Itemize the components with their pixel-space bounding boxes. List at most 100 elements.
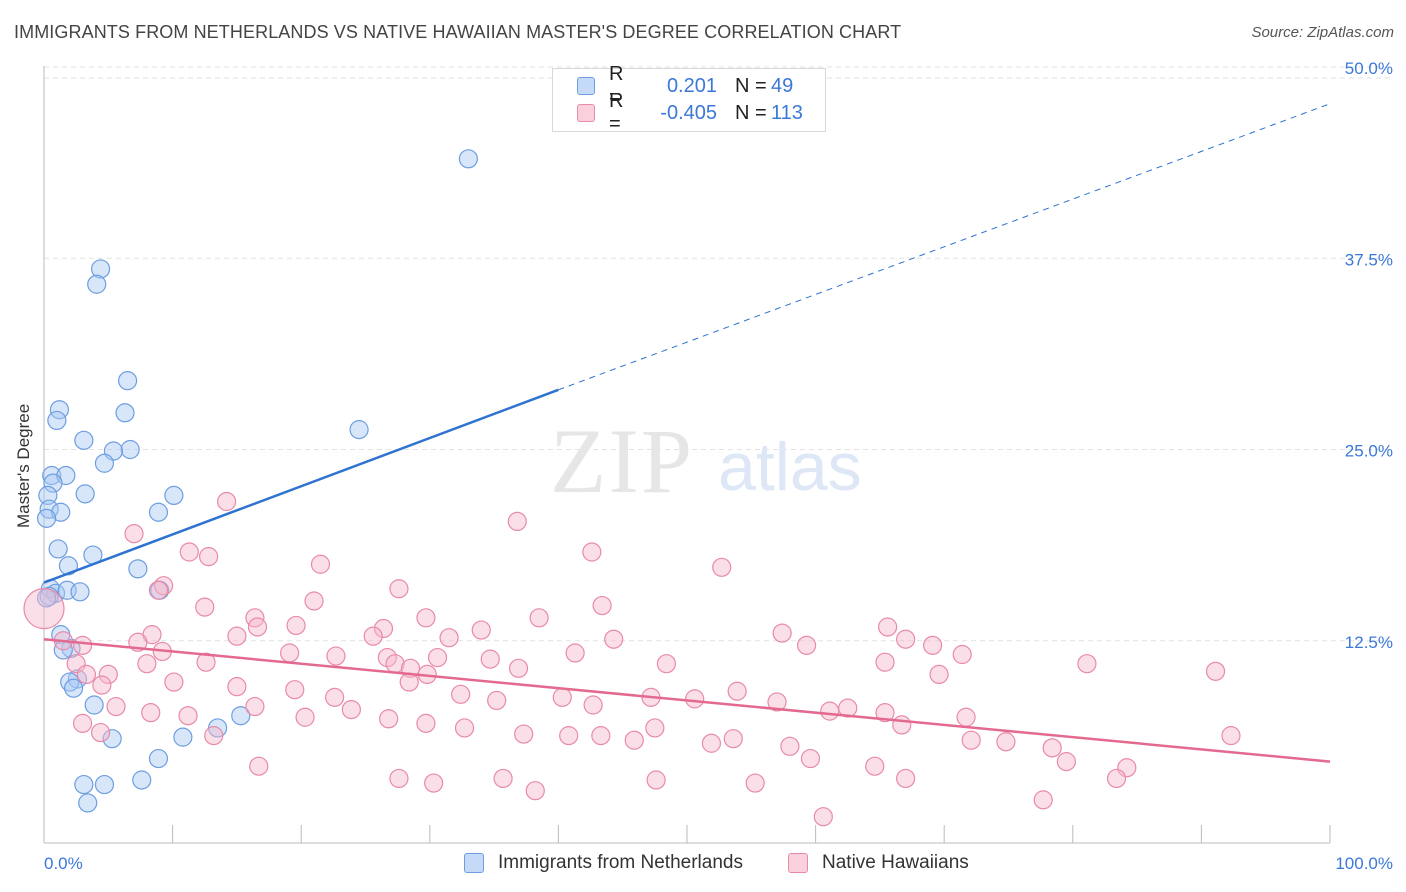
point-netherlands-19: [51, 502, 71, 522]
point-native-hawaiians-57: [92, 675, 112, 695]
point-native-hawaiians-96: [996, 732, 1016, 752]
point-native-hawaiians-101: [72, 713, 93, 733]
stats-row-native-hawaiians: R = -0.405 N = 113: [577, 90, 803, 135]
point-netherlands-31: [70, 582, 90, 602]
point-native-hawaiians-79: [245, 696, 265, 717]
legend-item-native-hawaiians[interactable]: Native Hawaiians: [788, 852, 969, 874]
point-native-hawaiians-90: [701, 733, 722, 753]
point-native-hawaiians-49: [196, 652, 216, 672]
point-native-hawaiians-30: [896, 629, 916, 649]
point-native-hawaiians-66: [583, 695, 603, 715]
y-tick-label-3: 50.0%: [1345, 59, 1393, 78]
point-native-hawaiians-104: [249, 756, 269, 776]
point-native-hawaiians-17: [529, 608, 549, 628]
point-native-hawaiians-60: [285, 680, 305, 700]
point-native-hawaiians-33: [72, 635, 93, 655]
point-netherlands-21: [36, 508, 57, 528]
point-native-hawaiians-109: [646, 770, 666, 790]
point-netherlands-45: [132, 770, 152, 790]
r-label: R =: [609, 90, 624, 135]
point-native-hawaiians-6: [199, 546, 219, 567]
point-netherlands-20: [148, 502, 169, 522]
point-native-hawaiians-106: [424, 773, 444, 793]
series-legend: Immigrants from Netherlands Native Hawai…: [0, 852, 1406, 878]
point-native-hawaiians-95: [961, 730, 981, 750]
point-native-hawaiians-27: [439, 628, 459, 648]
point-native-hawaiians-1: [217, 491, 237, 512]
point-native-hawaiians-64: [487, 690, 507, 711]
point-native-hawaiians-4: [582, 542, 602, 562]
point-netherlands-16: [164, 485, 184, 505]
swatch-netherlands: [577, 77, 595, 95]
point-native-hawaiians-47: [98, 664, 118, 685]
point-native-hawaiians-3: [124, 524, 144, 544]
point-native-hawaiians-113: [896, 768, 916, 789]
point-native-hawaiians-76: [106, 696, 126, 717]
point-native-hawaiians-8: [712, 557, 732, 577]
point-native-hawaiians-78: [178, 706, 198, 726]
point-native-hawaiians-0: [23, 588, 65, 630]
point-netherlands-11: [94, 453, 115, 473]
point-native-hawaiians-16: [416, 608, 436, 628]
point-native-hawaiians-54: [929, 664, 949, 685]
point-netherlands-14: [43, 473, 63, 493]
point-native-hawaiians-98: [1056, 752, 1076, 772]
point-netherlands-6: [47, 410, 67, 431]
point-native-hawaiians-14: [195, 597, 215, 617]
point-native-hawaiians-38: [427, 647, 448, 668]
point-native-hawaiians-5: [179, 542, 199, 562]
trend-line-native-hawaiians: [43, 637, 1331, 763]
point-native-hawaiians-112: [1033, 790, 1053, 810]
point-native-hawaiians-100: [1221, 726, 1241, 746]
point-native-hawaiians-55: [1077, 654, 1097, 674]
point-native-hawaiians-69: [727, 681, 747, 701]
grid-lines: [44, 66, 1392, 642]
point-native-hawaiians-13: [592, 595, 612, 616]
point-native-hawaiians-72: [838, 698, 858, 718]
point-native-hawaiians-39: [480, 649, 500, 669]
point-native-hawaiians-111: [813, 807, 833, 827]
point-netherlands-39: [84, 695, 104, 715]
series-netherlands: [36, 149, 478, 813]
legend-item-netherlands[interactable]: Immigrants from Netherlands: [464, 852, 743, 874]
point-native-hawaiians-40: [565, 643, 585, 663]
legend-label-native-hawaiians: Native Hawaiians: [822, 852, 969, 873]
point-native-hawaiians-59: [227, 677, 247, 697]
point-native-hawaiians-56: [1205, 661, 1226, 681]
point-native-hawaiians-18: [247, 617, 268, 637]
point-native-hawaiians-82: [379, 709, 399, 729]
point-netherlands-9: [120, 439, 140, 460]
point-native-hawaiians-107: [493, 768, 513, 789]
point-native-hawaiians-28: [604, 629, 624, 649]
point-netherlands-1: [90, 259, 111, 279]
legend-swatch-native-hawaiians: [788, 853, 808, 873]
n-value: 49: [771, 74, 794, 97]
legend-label-netherlands: Immigrants from Netherlands: [498, 852, 743, 873]
point-netherlands-0: [458, 149, 478, 169]
watermark-zip: ZIP: [550, 410, 694, 512]
point-native-hawaiians-23: [878, 617, 898, 637]
stats-legend: R = 0.201 N = 49 R = -0.405 N = 113: [552, 63, 826, 135]
chart-title: IMMIGRANTS FROM NETHERLANDS VS NATIVE HA…: [14, 22, 902, 42]
series-native-hawaiians: [23, 491, 1241, 827]
point-native-hawaiians-89: [645, 718, 665, 738]
point-netherlands-40: [231, 706, 251, 726]
point-native-hawaiians-7: [310, 554, 331, 574]
point-native-hawaiians-10: [148, 580, 169, 600]
point-native-hawaiians-31: [923, 635, 943, 655]
r-label: R =: [609, 63, 624, 108]
point-netherlands-12: [42, 465, 62, 486]
r-value: 0.201: [666, 74, 717, 97]
point-native-hawaiians-43: [952, 644, 972, 665]
point-native-hawaiians-71: [820, 701, 840, 721]
point-native-hawaiians-22: [772, 623, 792, 643]
point-native-hawaiians-42: [875, 652, 895, 672]
legend-swatch-netherlands: [464, 853, 484, 873]
point-native-hawaiians-81: [341, 699, 361, 720]
point-native-hawaiians-63: [451, 684, 471, 704]
point-netherlands-48: [78, 793, 98, 813]
point-native-hawaiians-83: [416, 713, 436, 733]
point-native-hawaiians-35: [280, 643, 300, 663]
y-tick-label-2: 37.5%: [1345, 250, 1393, 269]
axes: [43, 66, 1331, 844]
